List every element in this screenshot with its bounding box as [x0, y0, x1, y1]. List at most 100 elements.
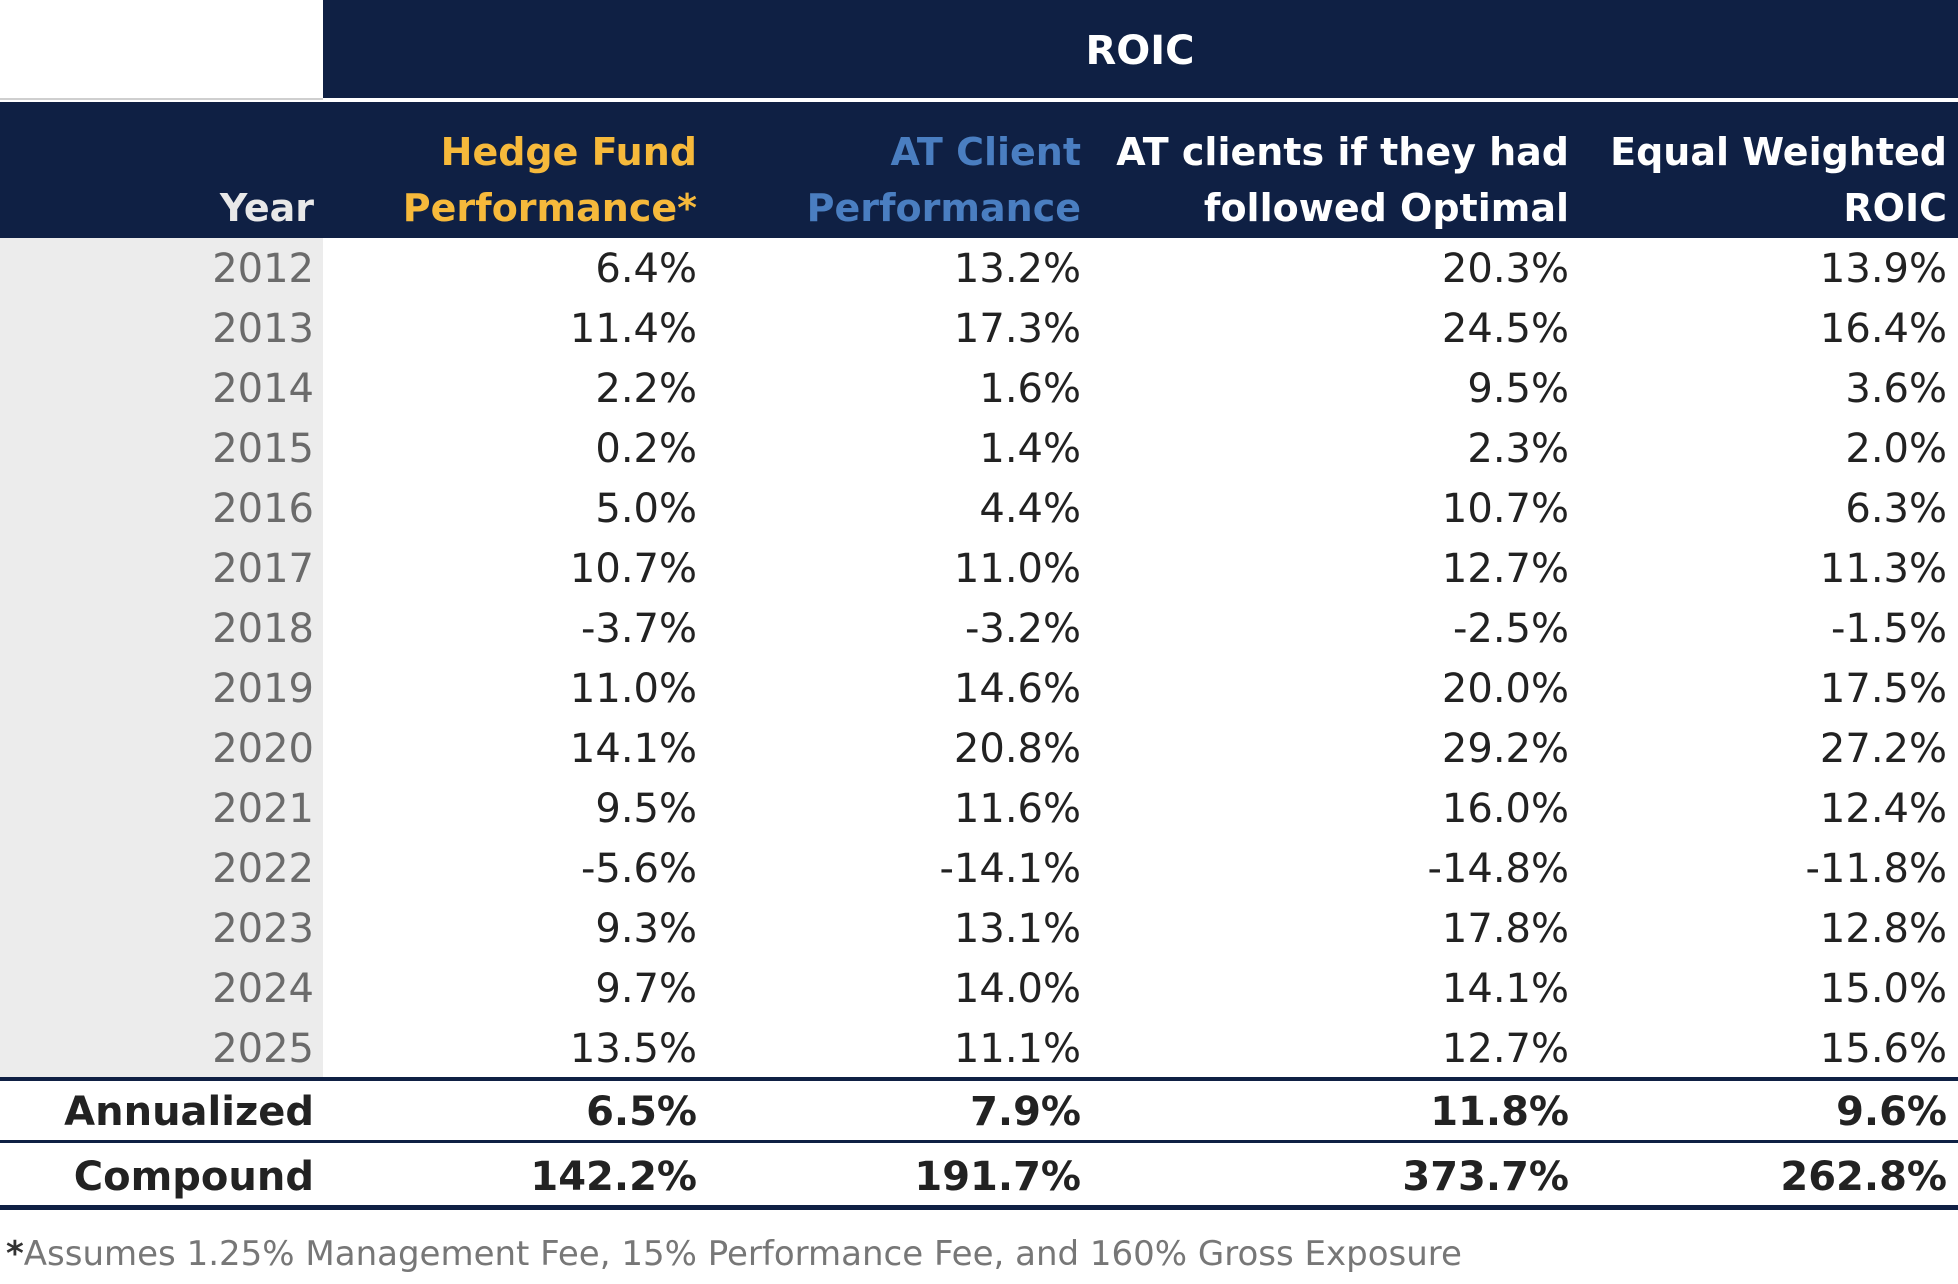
- row-year: 2015: [212, 426, 314, 472]
- row-value: 2.2%: [595, 366, 697, 412]
- row-value: 17.3%: [954, 306, 1081, 352]
- row-value: 5.0%: [595, 486, 697, 532]
- row-value: 20.0%: [1442, 666, 1569, 712]
- row-year: 2025: [212, 1026, 314, 1072]
- column-header-1-line-0: Hedge Fund: [441, 130, 697, 174]
- column-header-0-line-0: Year: [219, 186, 314, 230]
- row-value: 15.0%: [1820, 966, 1947, 1012]
- row-year: 2016: [212, 486, 314, 532]
- row-value: -3.7%: [581, 606, 697, 652]
- footnote: *Assumes 1.25% Management Fee, 15% Perfo…: [6, 1234, 1462, 1274]
- summary-value: 142.2%: [530, 1154, 697, 1200]
- row-year: 2014: [212, 366, 314, 412]
- row-year: 2018: [212, 606, 314, 652]
- summary-value: 373.7%: [1402, 1154, 1569, 1200]
- column-header-3-line-1: followed Optimal: [1204, 186, 1569, 230]
- row-value: 14.1%: [1442, 966, 1569, 1012]
- row-year: 2020: [212, 726, 314, 772]
- row-value: 10.7%: [1442, 486, 1569, 532]
- row-value: 12.4%: [1820, 786, 1947, 832]
- footnote-marker: *: [6, 1234, 24, 1274]
- row-value: 9.5%: [595, 786, 697, 832]
- column-header-2-line-1: Performance: [807, 186, 1081, 230]
- row-year: 2017: [212, 546, 314, 592]
- row-value: 11.3%: [1820, 546, 1947, 592]
- data-rows: 2012 6.4% 13.2% 20.3% 13.9% 2013 11.4% 17.3% 24.…: [212, 246, 1947, 1072]
- row-value: 11.4%: [570, 306, 697, 352]
- row-value: 6.4%: [595, 246, 697, 292]
- column-header-4-line-1: ROIC: [1843, 186, 1947, 230]
- row-value: -3.2%: [965, 606, 1081, 652]
- row-value: 10.7%: [570, 546, 697, 592]
- row-value: -5.6%: [581, 846, 697, 892]
- row-value: -2.5%: [1453, 606, 1569, 652]
- roic-title: ROIC: [1085, 28, 1194, 74]
- row-value: 24.5%: [1442, 306, 1569, 352]
- row-value: 3.6%: [1845, 366, 1947, 412]
- row-value: 4.4%: [979, 486, 1081, 532]
- summary-label: Annualized: [64, 1089, 314, 1135]
- row-value: 13.2%: [954, 246, 1081, 292]
- roic-banner: [323, 0, 1958, 98]
- summary-value: 11.8%: [1430, 1089, 1569, 1135]
- row-value: 14.0%: [954, 966, 1081, 1012]
- row-value: 1.4%: [979, 426, 1081, 472]
- row-year: 2022: [212, 846, 314, 892]
- row-value: 20.3%: [1442, 246, 1569, 292]
- row-value: 12.7%: [1442, 1026, 1569, 1072]
- row-value: 12.8%: [1820, 906, 1947, 952]
- row-value: 11.0%: [570, 666, 697, 712]
- row-value: 9.3%: [595, 906, 697, 952]
- column-header-band: [0, 102, 1958, 238]
- row-value: 11.0%: [954, 546, 1081, 592]
- row-value: 17.8%: [1442, 906, 1569, 952]
- column-header-2-line-0: AT Client: [890, 130, 1081, 174]
- row-value: 17.5%: [1820, 666, 1947, 712]
- row-year: 2021: [212, 786, 314, 832]
- banner-left-divider: [0, 98, 323, 100]
- row-year: 2019: [212, 666, 314, 712]
- summary-rows: Annualized 6.5% 7.9% 11.8% 9.6% Compound 142.2…: [64, 1089, 1947, 1200]
- row-value: -1.5%: [1831, 606, 1947, 652]
- summary-top-rule: [0, 1077, 1958, 1081]
- row-value: -14.8%: [1427, 846, 1569, 892]
- row-value: 16.0%: [1442, 786, 1569, 832]
- footnote-text: Assumes 1.25% Management Fee, 15% Perfor…: [24, 1234, 1462, 1274]
- row-value: 0.2%: [595, 426, 697, 472]
- row-value: -11.8%: [1805, 846, 1947, 892]
- column-headers: Year Hedge Fund Performance* AT Client Perfo…: [219, 130, 1947, 230]
- row-year: 2024: [212, 966, 314, 1012]
- row-value: 2.0%: [1845, 426, 1947, 472]
- row-value: 11.1%: [954, 1026, 1081, 1072]
- row-value: 9.5%: [1467, 366, 1569, 412]
- summary-middle-rule: [0, 1140, 1958, 1143]
- row-value: 9.7%: [595, 966, 697, 1012]
- row-value: 12.7%: [1442, 546, 1569, 592]
- row-value: 16.4%: [1820, 306, 1947, 352]
- row-year: 2013: [212, 306, 314, 352]
- summary-value: 262.8%: [1780, 1154, 1947, 1200]
- row-year: 2023: [212, 906, 314, 952]
- column-header-1-line-1: Performance*: [403, 186, 697, 230]
- row-value: 27.2%: [1820, 726, 1947, 772]
- row-value: 14.1%: [570, 726, 697, 772]
- row-value: -14.1%: [939, 846, 1081, 892]
- row-value: 2.3%: [1467, 426, 1569, 472]
- row-value: 13.9%: [1820, 246, 1947, 292]
- row-value: 13.1%: [954, 906, 1081, 952]
- row-value: 1.6%: [979, 366, 1081, 412]
- row-value: 14.6%: [954, 666, 1081, 712]
- summary-value: 7.9%: [970, 1089, 1081, 1135]
- row-value: 15.6%: [1820, 1026, 1947, 1072]
- summary-bottom-rule: [0, 1205, 1958, 1210]
- summary-value: 191.7%: [914, 1154, 1081, 1200]
- summary-value: 9.6%: [1836, 1089, 1947, 1135]
- row-value: 6.3%: [1845, 486, 1947, 532]
- row-value: 20.8%: [954, 726, 1081, 772]
- year-column-background: [0, 238, 323, 1078]
- column-header-4-line-0: Equal Weighted: [1610, 130, 1947, 174]
- row-year: 2012: [212, 246, 314, 292]
- column-header-3-line-0: AT clients if they had: [1116, 130, 1569, 174]
- row-value: 13.5%: [570, 1026, 697, 1072]
